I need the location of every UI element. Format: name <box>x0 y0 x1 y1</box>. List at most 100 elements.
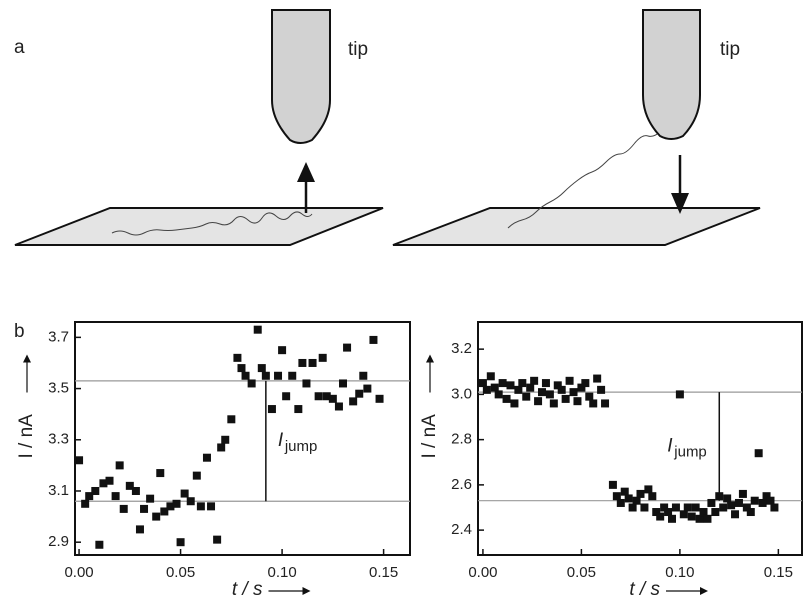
data-point <box>233 353 242 362</box>
data-point <box>186 497 195 506</box>
data-point <box>140 504 149 513</box>
data-point <box>85 492 94 501</box>
x-tick-label: 0.00 <box>64 564 93 581</box>
data-point <box>636 489 645 498</box>
data-point <box>691 503 700 512</box>
data-point <box>652 508 661 517</box>
axis-arrow-head <box>23 354 31 363</box>
data-point <box>278 346 287 355</box>
data-point <box>530 376 539 385</box>
data-point <box>213 535 222 544</box>
data-point <box>640 503 649 512</box>
data-point <box>656 512 665 521</box>
data-point <box>375 394 384 403</box>
y-tick-label: 3.0 <box>451 385 472 402</box>
data-point <box>707 498 716 507</box>
data-point <box>318 353 327 362</box>
data-point <box>369 335 378 344</box>
data-point <box>746 508 755 517</box>
data-point <box>738 489 747 498</box>
data-point <box>294 405 303 414</box>
data-point <box>156 469 165 478</box>
data-point <box>766 496 775 505</box>
x-tick-label: 0.10 <box>267 564 296 581</box>
data-point <box>514 385 523 394</box>
data-point <box>494 390 503 399</box>
data-point <box>490 383 499 392</box>
y-axis-label: I / nA <box>419 414 440 459</box>
data-point <box>534 397 543 406</box>
data-point <box>482 385 491 394</box>
data-point <box>589 399 598 408</box>
plot-frame <box>74 321 411 556</box>
data-point <box>298 358 307 367</box>
data-point <box>322 392 331 401</box>
data-point <box>734 498 743 507</box>
data-point <box>75 456 84 465</box>
data-point <box>478 379 487 388</box>
data-point <box>343 343 352 352</box>
data-point <box>699 508 708 517</box>
data-point <box>135 525 144 534</box>
tip-label: tip <box>348 39 368 60</box>
data-point <box>207 502 216 511</box>
x-axis-label: t / s <box>629 579 660 600</box>
data-point <box>593 374 602 383</box>
y-axis-label: I / nA <box>16 414 37 459</box>
x-tick-label: 0.05 <box>567 564 596 581</box>
x-axis-label: t / s <box>232 579 263 600</box>
data-point <box>253 325 262 334</box>
data-point <box>308 358 317 367</box>
data-point <box>125 481 134 490</box>
data-point <box>355 389 364 398</box>
data-point <box>632 496 641 505</box>
data-point <box>664 508 673 517</box>
data-point <box>668 514 677 523</box>
data-point <box>770 503 779 512</box>
data-point <box>557 385 566 394</box>
x-tick-label: 0.00 <box>468 564 497 581</box>
molecule <box>111 211 313 236</box>
data-point <box>549 399 558 408</box>
data-point <box>115 461 124 470</box>
data-point <box>359 371 368 380</box>
data-point <box>671 503 680 512</box>
data-point <box>91 486 100 495</box>
data-point <box>750 496 759 505</box>
x-tick-label: 0.15 <box>764 564 793 581</box>
data-point <box>687 512 696 521</box>
axis-arrow-head <box>426 354 434 363</box>
data-point <box>754 449 763 458</box>
data-point <box>349 397 358 406</box>
data-point <box>111 492 120 501</box>
data-point <box>261 371 270 380</box>
data-point <box>274 371 283 380</box>
annotation-subscript: jump <box>673 443 707 460</box>
data-point <box>99 479 108 488</box>
data-point <box>675 390 684 399</box>
data-point <box>703 514 712 523</box>
data-point <box>723 494 732 503</box>
data-point <box>561 394 570 403</box>
data-point <box>95 540 104 549</box>
data-point <box>612 492 621 501</box>
data-point <box>616 498 625 507</box>
data-point <box>196 502 205 511</box>
panel-label: a <box>14 37 25 58</box>
y-tick-label: 2.8 <box>451 431 472 448</box>
data-point <box>577 383 586 392</box>
y-tick-label: 2.9 <box>48 533 69 550</box>
data-point <box>257 364 266 373</box>
data-point <box>202 453 211 462</box>
data-point <box>608 480 617 489</box>
annotation-subscript: jump <box>284 438 318 455</box>
panel-label: b <box>14 321 25 342</box>
data-point <box>288 371 297 380</box>
data-point <box>581 379 590 388</box>
data-point <box>648 492 657 501</box>
data-point <box>518 379 527 388</box>
data-point <box>660 503 669 512</box>
data-point <box>522 392 531 401</box>
y-tick-label: 3.1 <box>48 482 69 499</box>
